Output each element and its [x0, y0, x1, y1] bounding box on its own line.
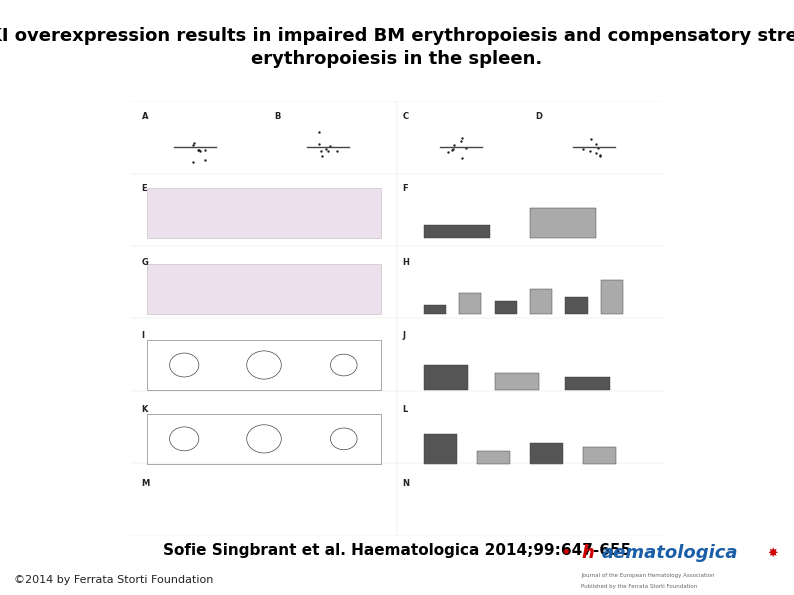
Point: [448, 140, 461, 150]
Text: H: H: [403, 258, 409, 267]
Bar: [530, 289, 552, 314]
Bar: [601, 280, 623, 314]
Point: [187, 138, 200, 148]
Point: [187, 157, 200, 167]
Text: B: B: [275, 112, 281, 121]
Point: [316, 151, 329, 161]
Point: [583, 146, 596, 155]
Point: [590, 139, 603, 149]
Bar: [584, 447, 616, 464]
Bar: [424, 365, 468, 390]
Text: E: E: [141, 184, 147, 193]
Bar: [459, 293, 481, 314]
Point: [442, 148, 455, 157]
Text: SKI overexpression results in impaired BM erythropoiesis and compensatory stress: SKI overexpression results in impaired B…: [0, 27, 794, 68]
Bar: [424, 305, 445, 314]
Point: [460, 143, 472, 152]
Text: M: M: [141, 479, 150, 488]
Point: [313, 139, 326, 149]
Bar: [495, 373, 539, 390]
Text: ✸: ✸: [767, 547, 777, 560]
Point: [592, 143, 604, 153]
Point: [454, 136, 467, 146]
Point: [594, 151, 607, 160]
Point: [187, 140, 200, 149]
Point: [198, 146, 211, 155]
Text: Published by the Ferrata Storti Foundation: Published by the Ferrata Storti Foundati…: [581, 584, 697, 588]
Text: Sofie Singbrant et al. Haematologica 2014;99:647-655: Sofie Singbrant et al. Haematologica 201…: [163, 543, 631, 558]
Point: [590, 149, 603, 158]
Bar: [147, 188, 381, 238]
Point: [456, 154, 468, 163]
Text: F: F: [403, 184, 408, 193]
Point: [312, 127, 325, 137]
Bar: [565, 297, 588, 314]
Point: [194, 146, 206, 156]
Point: [331, 147, 344, 156]
Point: [447, 145, 460, 154]
Point: [585, 134, 598, 144]
Bar: [147, 264, 381, 314]
Point: [593, 151, 606, 161]
Text: L: L: [403, 405, 407, 414]
Text: h: h: [581, 544, 594, 562]
Text: J: J: [403, 331, 405, 340]
Point: [446, 146, 459, 155]
Point: [456, 134, 468, 143]
Point: [322, 147, 334, 156]
Text: D: D: [535, 112, 542, 121]
Bar: [565, 377, 610, 390]
Bar: [147, 340, 381, 390]
Text: ©2014 by Ferrata Storti Foundation: ©2014 by Ferrata Storti Foundation: [14, 575, 214, 585]
Bar: [495, 301, 517, 314]
Point: [576, 145, 589, 154]
Text: •: •: [561, 544, 571, 562]
Point: [193, 146, 206, 155]
Text: C: C: [403, 112, 408, 121]
Text: A: A: [141, 112, 148, 121]
Bar: [530, 443, 563, 464]
Text: K: K: [141, 405, 148, 414]
Bar: [147, 414, 381, 464]
Bar: [530, 208, 596, 238]
Bar: [476, 451, 510, 464]
Point: [198, 155, 211, 165]
Point: [323, 141, 336, 151]
Text: Journal of the European Hematology Association: Journal of the European Hematology Assoc…: [581, 573, 715, 578]
Bar: [424, 226, 490, 238]
Point: [191, 146, 204, 155]
Point: [320, 144, 333, 154]
Bar: [424, 434, 457, 464]
Text: G: G: [141, 258, 148, 267]
Point: [315, 146, 328, 156]
Text: N: N: [403, 479, 410, 488]
Text: aematologica: aematologica: [602, 544, 738, 562]
Text: I: I: [141, 331, 145, 340]
